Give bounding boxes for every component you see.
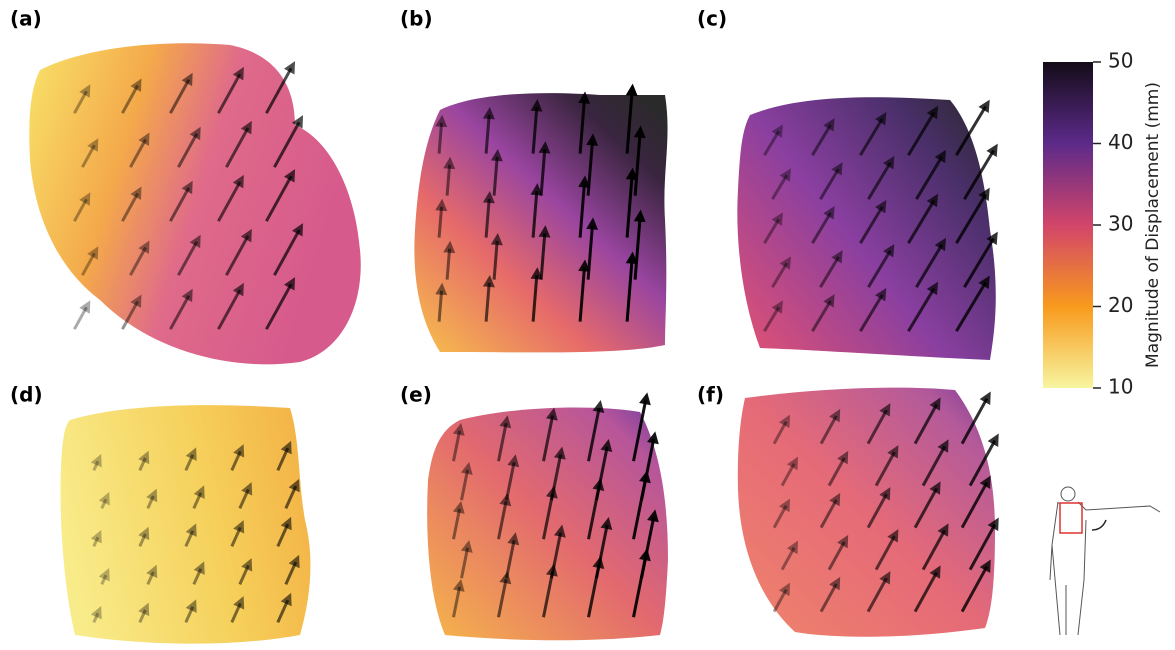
surface-f — [738, 388, 995, 637]
tick-label: 10 — [1108, 375, 1133, 399]
panel-label: (b) — [400, 7, 433, 31]
body-figure — [1050, 487, 1160, 635]
colorbar-title: Magnitude of Displacement (mm) — [1143, 82, 1163, 368]
panel-label: (c) — [697, 7, 727, 31]
figure: (a) (b) (c) (d) (e) (f) 10 20 30 40 50 Magni… — [0, 0, 1175, 650]
panel-label: (f) — [697, 383, 724, 407]
panel-label: (d) — [10, 383, 43, 407]
tick-label: 40 — [1108, 130, 1133, 154]
panel-label: (e) — [400, 383, 432, 407]
tick-label: 50 — [1108, 49, 1133, 73]
panel-label: (a) — [10, 7, 42, 31]
tick-label: 20 — [1108, 293, 1133, 317]
colorbar — [1043, 62, 1093, 388]
surface-d — [61, 405, 311, 644]
arrow-head — [626, 84, 638, 96]
tick-label: 30 — [1108, 212, 1133, 236]
arrow-head — [639, 392, 651, 405]
colorbar-ticks: 10 20 30 40 50 — [1093, 49, 1133, 399]
surface-a — [29, 43, 360, 364]
